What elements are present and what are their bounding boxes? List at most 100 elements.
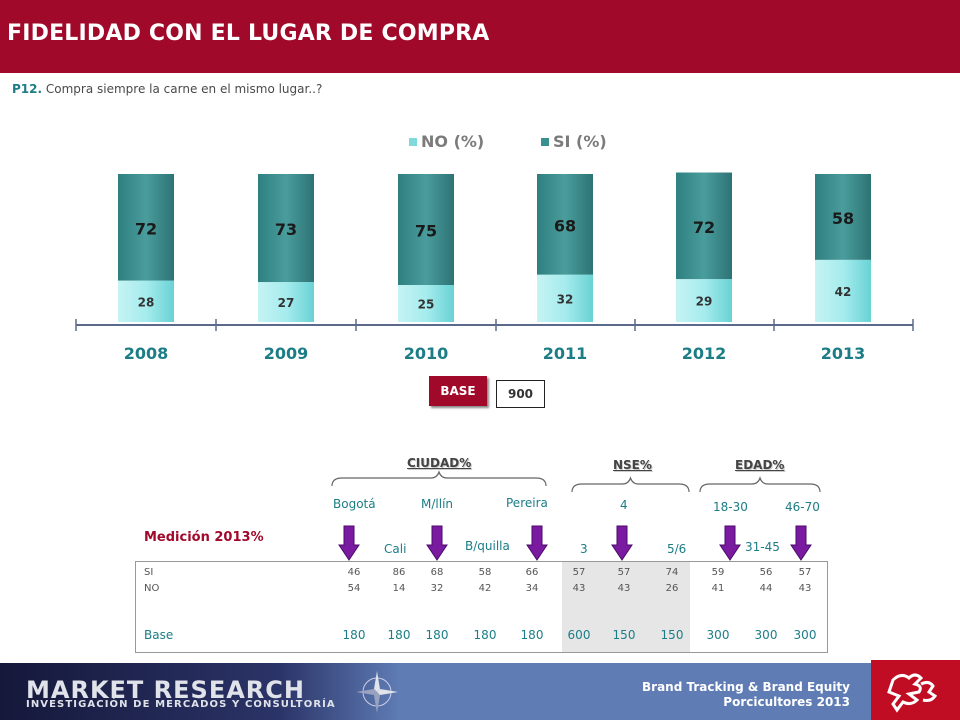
- bracket-edad: [699, 476, 821, 493]
- legend-swatch-si: [541, 137, 549, 146]
- data-label-si: 68: [554, 216, 576, 235]
- table-cell: 32: [430, 583, 444, 594]
- table-cell: 46: [347, 567, 361, 578]
- base-cell: 180: [520, 628, 544, 642]
- group-label-edad: EDAD%: [735, 458, 785, 472]
- brand-line-1: Brand Tracking & Brand Equity: [642, 680, 850, 694]
- x-tick-label: 2013: [821, 344, 866, 363]
- base-cell: 180: [387, 628, 411, 642]
- legend-swatch-no: [409, 137, 417, 146]
- chart-legend: NO (%) SI (%): [0, 132, 960, 154]
- bar-no-2013: [815, 259, 871, 322]
- data-label-si: 72: [693, 218, 715, 237]
- table-cell: 57: [798, 567, 812, 578]
- segment-brackets-and-arrows: [331, 470, 821, 561]
- bracket-nse: [571, 476, 690, 493]
- detail-title: Medición 2013%: [144, 530, 264, 545]
- column-label: 5/6: [667, 542, 687, 556]
- data-label-no: 27: [278, 296, 295, 310]
- base-value: 900: [496, 380, 545, 408]
- data-label-si: 75: [415, 222, 437, 241]
- column-label: 3: [580, 542, 588, 556]
- legend-label-no: NO (%): [421, 132, 485, 151]
- table-cell: 44: [759, 583, 773, 594]
- bar-no-2010: [398, 285, 454, 322]
- page-title: FIDELIDAD CON EL LUGAR DE COMPRA: [7, 21, 490, 46]
- x-tick-label: 2012: [682, 344, 727, 363]
- footer-dark-band: [0, 663, 400, 720]
- data-label-no: 29: [696, 295, 713, 309]
- question: P12. Compra siempre la carne en el mismo…: [12, 82, 322, 96]
- data-label-si: 73: [275, 220, 297, 239]
- column-label: M/llín: [421, 497, 454, 511]
- down-arrow-icon: [526, 525, 548, 561]
- base-cell: 150: [660, 628, 684, 642]
- bar-si-2011: [537, 174, 593, 275]
- legend-item-si: SI (%): [541, 132, 607, 151]
- data-label-no: 25: [418, 298, 435, 312]
- column-label: 18-30: [713, 500, 748, 514]
- company-name: MARKET RESEARCH: [26, 676, 305, 704]
- down-arrow-icon: [719, 525, 741, 561]
- data-label-no: 42: [835, 285, 852, 299]
- bar-no-2009: [258, 282, 314, 322]
- base-cell: 300: [706, 628, 730, 642]
- x-tick-label: 2009: [264, 344, 309, 363]
- table-cell: 43: [572, 583, 586, 594]
- question-text: Compra siempre la carne en el mismo luga…: [45, 82, 323, 96]
- table-cell: 68: [430, 567, 444, 578]
- table-cell: 42: [478, 583, 492, 594]
- down-arrow-icon: [426, 525, 448, 561]
- nse-shading: [562, 561, 690, 653]
- column-label: Cali: [384, 542, 407, 556]
- table-cell: 41: [711, 583, 725, 594]
- base-cell: 150: [612, 628, 636, 642]
- table-cell: 54: [347, 583, 361, 594]
- base-cell: 600: [567, 628, 591, 642]
- data-label-si: 58: [832, 209, 854, 228]
- table-cell: 43: [798, 583, 812, 594]
- table-cell: 57: [617, 567, 631, 578]
- title-bar: [0, 0, 960, 73]
- detail-table: [135, 561, 828, 653]
- bracket-ciudad: [331, 470, 547, 487]
- table-cell: 43: [617, 583, 631, 594]
- column-label: B/quilla: [465, 539, 510, 553]
- legend-item-no: NO (%): [409, 132, 484, 151]
- column-label: 46-70: [785, 500, 820, 514]
- bar-si-2013: [815, 174, 871, 260]
- data-label-no: 28: [138, 295, 155, 309]
- bar-no-2011: [537, 274, 593, 322]
- group-label-ciudad: CIUDAD%: [407, 456, 472, 470]
- column-label: 31-45: [745, 540, 780, 554]
- base-cell: 180: [342, 628, 366, 642]
- table-cell: 57: [572, 567, 586, 578]
- base-cell: 300: [793, 628, 817, 642]
- table-cell: 86: [392, 567, 406, 578]
- base-cell: 300: [754, 628, 778, 642]
- down-arrow-icon: [611, 525, 633, 561]
- pig-logo: [871, 660, 960, 720]
- table-cell: 56: [759, 567, 773, 578]
- row-label: NO: [144, 583, 160, 594]
- column-label: Bogotá: [333, 497, 376, 511]
- bar-si-2010: [398, 174, 454, 285]
- base-label: BASE: [429, 376, 487, 406]
- down-arrow-icon: [790, 525, 812, 561]
- bar-si-2009: [258, 174, 314, 283]
- x-tick-label: 2008: [124, 344, 169, 363]
- bar-si-2008: [118, 174, 174, 281]
- x-tick-label: 2010: [404, 344, 449, 363]
- data-label-si: 72: [135, 219, 157, 238]
- question-code: P12.: [12, 82, 43, 96]
- table-cell: 26: [665, 583, 679, 594]
- table-cell: 14: [392, 583, 406, 594]
- base-cell: 180: [473, 628, 497, 642]
- bar-no-2012: [676, 279, 732, 322]
- bar-si-2012: [676, 172, 732, 280]
- company-tagline: INVESTIGACIÓN DE MERCADOS Y CONSULTORÍA: [26, 699, 336, 710]
- bar-no-2008: [118, 280, 174, 322]
- group-label-nse: NSE%: [613, 458, 652, 472]
- base-row-label: Base: [144, 628, 174, 642]
- stacked-bar-chart: 28 72 27 73 25 75 32 68 29 72 42 58 2008 2009 2010 201…: [75, 172, 914, 363]
